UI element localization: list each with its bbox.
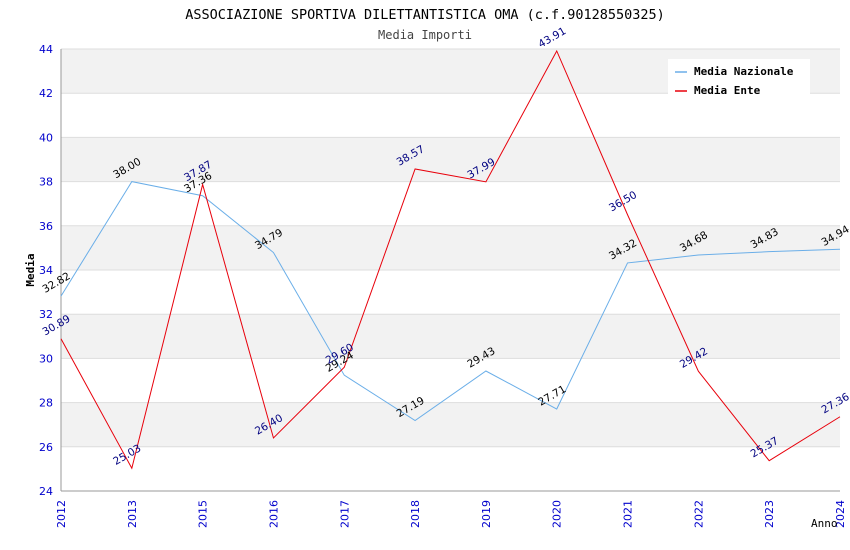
legend: Media Nazionale Media Ente (668, 59, 810, 103)
x-tick-label: 2021 (622, 500, 635, 528)
plot-background-bands (61, 49, 840, 447)
series-line-media-ente (60, 49, 841, 470)
plot-band (61, 314, 840, 359)
y-tick-label: 30 (39, 352, 53, 365)
x-tick-label: 2020 (551, 500, 564, 528)
axes (60, 49, 840, 492)
x-tick-label: 2016 (267, 500, 280, 528)
x-tick-label: 2017 (338, 500, 351, 528)
y-tick-label: 36 (39, 220, 53, 233)
series-line-media-nazionale (60, 181, 841, 422)
plot-band (61, 402, 840, 447)
x-tick-labels: 2012 2013 2015 2016 2017 2018 2019 2020 2021 2022… (55, 500, 847, 528)
legend-label-media-ente: Media Ente (694, 84, 761, 97)
y-tick-label: 26 (39, 441, 53, 454)
y-tick-label: 34 (39, 264, 53, 277)
data-label: 43.91 (536, 25, 568, 50)
chart-subtitle: Media Importi (378, 28, 472, 42)
legend-box (668, 59, 810, 103)
x-tick-label: 2023 (763, 500, 776, 528)
y-axis-label: Media (24, 253, 37, 286)
y-tick-label: 28 (39, 397, 53, 410)
x-tick-label: 2019 (480, 500, 493, 528)
x-tick-label: 2018 (409, 500, 422, 528)
chart-title: ASSOCIAZIONE SPORTIVA DILETTANTISTICA OM… (185, 7, 665, 23)
x-tick-label: 2022 (692, 500, 705, 528)
y-tick-label: 38 (39, 176, 53, 189)
y-tick-label: 44 (39, 43, 53, 56)
x-tick-label: 2013 (126, 500, 139, 528)
series-lines (60, 49, 841, 470)
plot-band (61, 137, 840, 182)
legend-label-media-nazionale: Media Nazionale (694, 65, 794, 78)
y-tick-label: 32 (39, 308, 53, 321)
y-tick-label: 24 (39, 485, 53, 498)
y-tick-labels: 24 26 28 30 32 34 36 38 40 42 44 (39, 43, 53, 498)
plot-band (61, 225, 840, 270)
y-tick-label: 40 (39, 131, 53, 144)
y-tick-label: 42 (39, 87, 53, 100)
x-tick-label: 2024 (834, 500, 847, 528)
x-axis-label: Anno (811, 517, 838, 530)
x-tick-label: 2012 (55, 500, 68, 528)
gridlines (61, 48, 840, 492)
data-label: 36.50 (607, 189, 639, 214)
x-tick-label: 2015 (197, 500, 210, 528)
